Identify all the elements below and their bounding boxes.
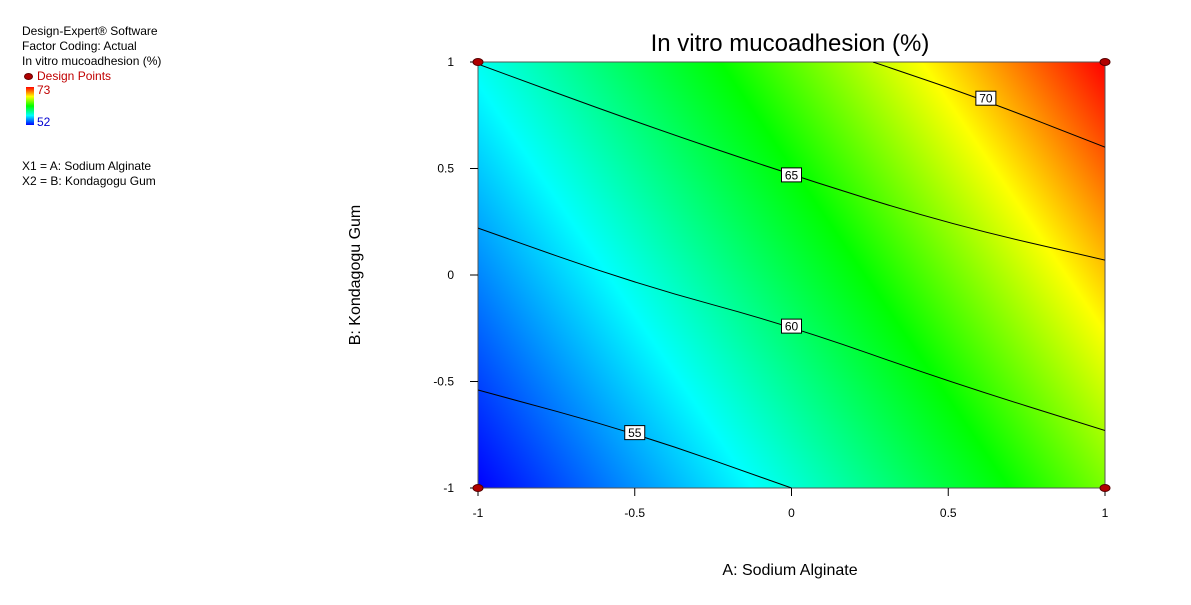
design-points-label: Design Points	[37, 69, 112, 83]
software-label: Design-Expert® Software	[22, 24, 158, 38]
response-label: In vitro mucoadhesion (%)	[22, 54, 162, 68]
scale-min-label: 52	[37, 115, 51, 129]
contour-label-60: 60	[781, 318, 802, 334]
design-point	[472, 58, 484, 66]
contour-label-text: 65	[785, 168, 799, 182]
design-point-icon	[24, 73, 33, 81]
y-axis-label: B: Kondagogu Gum	[347, 205, 364, 346]
plot-surface	[478, 62, 1105, 488]
x-tick-label: 0	[788, 506, 795, 520]
contour-label-70: 70	[975, 90, 997, 106]
x1-definition: X1 = A: Sodium Alginate	[22, 159, 152, 173]
x-tick-label: -1	[473, 506, 484, 520]
factor-coding-label: Factor Coding: Actual	[22, 39, 137, 53]
y-tick-label: 1	[447, 55, 454, 69]
scale-max-label: 73	[37, 83, 51, 97]
y-tick-label: 0	[447, 268, 454, 282]
design-point	[472, 484, 484, 492]
y-tick-label: -0.5	[433, 375, 454, 389]
design-points-legend: Design Points	[24, 69, 111, 83]
color-scale-bar	[26, 87, 34, 125]
x-tick-label: -0.5	[624, 506, 645, 520]
contour-label-text: 55	[628, 426, 642, 440]
x-tick-label: 0.5	[940, 506, 957, 520]
contour-label-text: 60	[785, 320, 799, 334]
y-tick-label: 0.5	[437, 162, 454, 176]
x-axis-label: A: Sodium Alginate	[722, 562, 857, 579]
factor-definitions: X1 = A: Sodium Alginate X2 = B: Kondagog…	[22, 159, 156, 189]
contour-label-text: 70	[979, 92, 993, 106]
chart-title: In vitro mucoadhesion (%)	[651, 30, 930, 57]
x-tick-label: 1	[1102, 506, 1109, 520]
x2-definition: X2 = B: Kondagogu Gum	[22, 174, 156, 188]
y-tick-label: -1	[443, 481, 454, 495]
info-panel: Design-Expert® Software Factor Coding: A…	[22, 24, 161, 69]
design-point	[1099, 484, 1111, 492]
contour-label-65: 65	[781, 167, 802, 183]
design-point	[1099, 58, 1111, 66]
contour-label-55: 55	[624, 425, 646, 441]
